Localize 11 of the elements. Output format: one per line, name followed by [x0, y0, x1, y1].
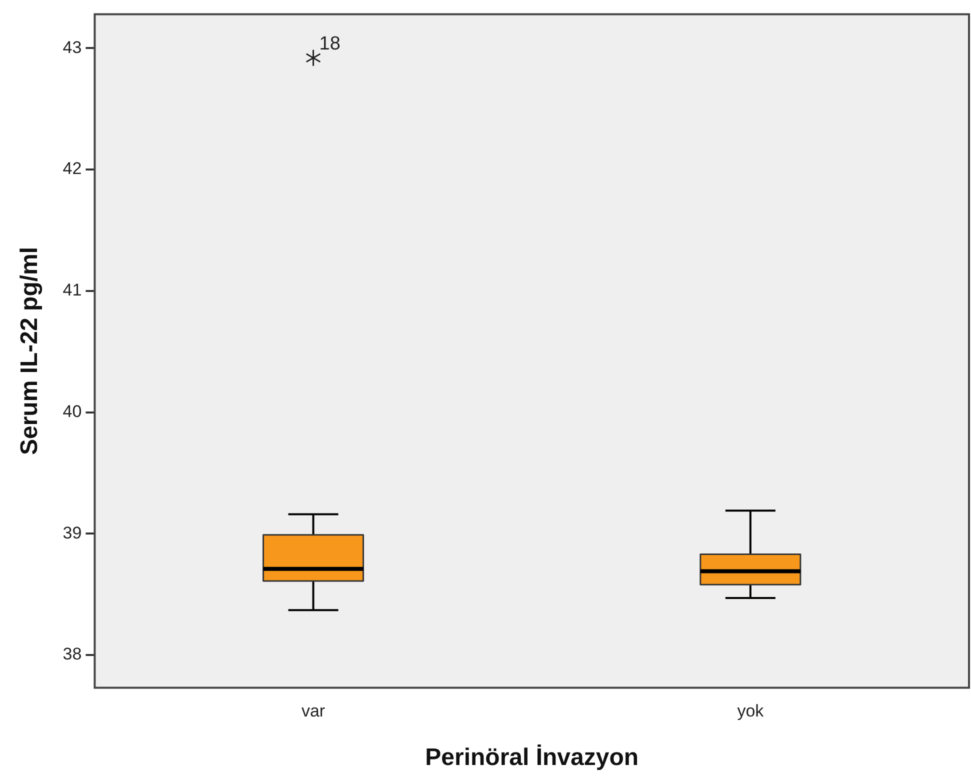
y-tick-label: 40: [62, 402, 82, 421]
y-tick-label: 43: [62, 38, 82, 57]
annotation: 18: [319, 34, 340, 55]
y-tick-label: 38: [62, 644, 82, 664]
y-axis-title: Serum IL-22 pg/ml: [16, 246, 44, 456]
y-tick-label: 39: [62, 523, 82, 542]
x-axis-title: Perinöral İnvazyon: [425, 744, 639, 772]
x-tick-label: yok: [737, 702, 764, 721]
y-tick-label: 41: [62, 280, 82, 300]
x-tick-label: var: [301, 702, 326, 721]
y-tick-label: 42: [62, 159, 82, 178]
